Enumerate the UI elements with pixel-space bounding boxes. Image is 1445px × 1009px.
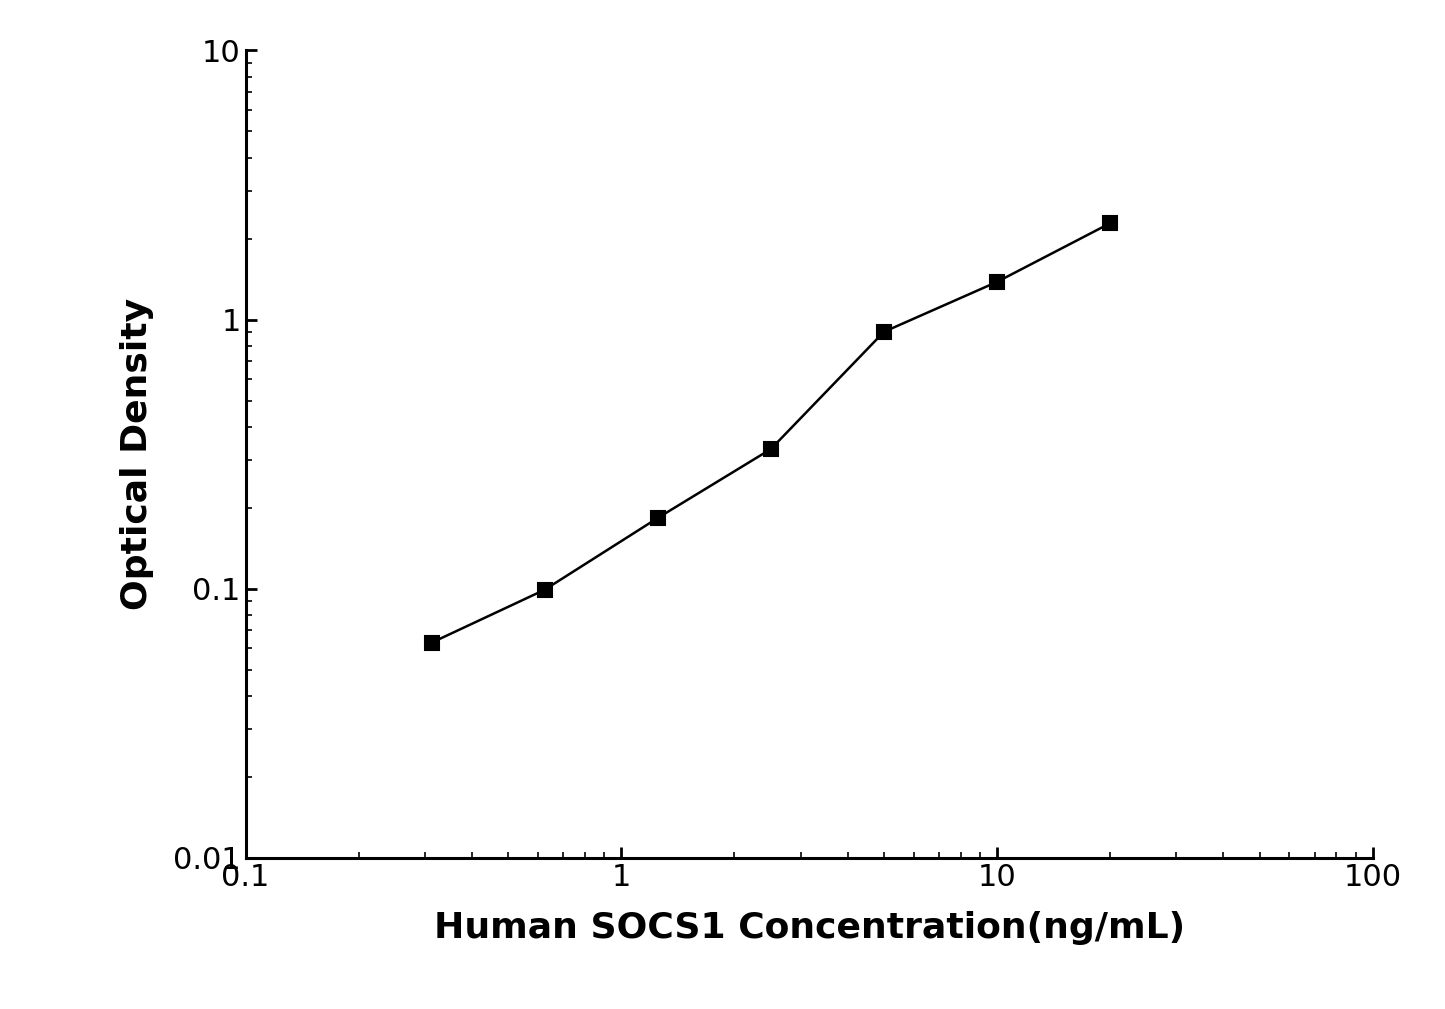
Y-axis label: Optical Density: Optical Density [120, 298, 153, 610]
X-axis label: Human SOCS1 Concentration(ng/mL): Human SOCS1 Concentration(ng/mL) [434, 911, 1185, 945]
